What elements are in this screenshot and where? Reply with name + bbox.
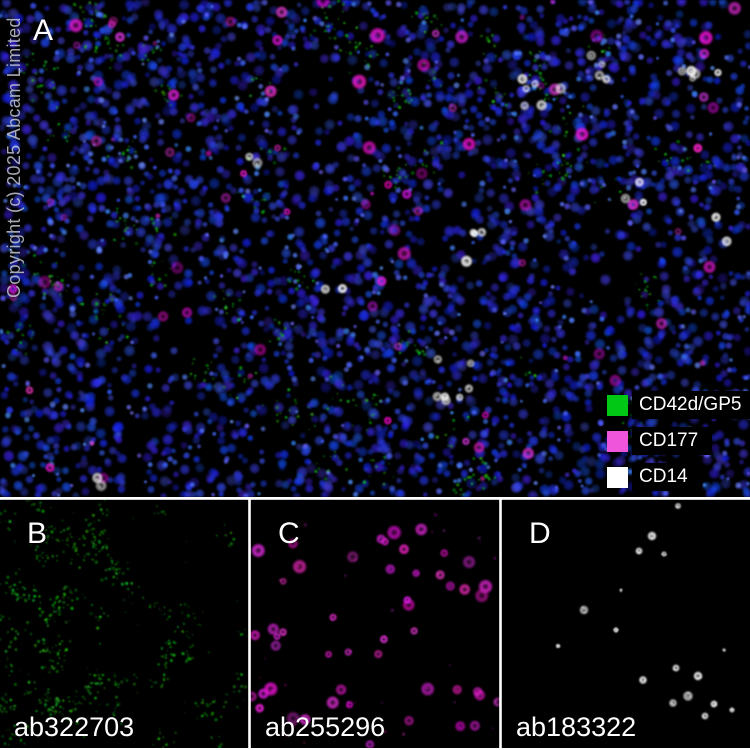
panel-b-green-micrograph	[0, 500, 248, 748]
legend-row-cd14: CD14	[607, 463, 750, 491]
sub-panel-row: B ab322703 C ab255296 D ab183322	[0, 500, 750, 750]
panel-c-magenta-micrograph	[251, 500, 499, 748]
panel-d-white-micrograph	[502, 500, 750, 748]
legend-row-cd42d: CD42d/GP5	[607, 391, 750, 419]
panel-b: B ab322703	[0, 500, 248, 748]
legend-swatch-cd42d	[607, 394, 628, 416]
panel-divider-horizontal	[0, 497, 750, 500]
legend-label-cd177: CD177	[632, 427, 713, 455]
panel-d-letter: D	[529, 517, 551, 550]
panel-b-letter: B	[27, 517, 48, 550]
panel-d: D ab183322	[502, 500, 750, 748]
panel-divider-vertical	[499, 500, 502, 750]
legend-swatch-cd177	[607, 430, 628, 452]
panel-a: A Copyright (c) 2025 Abcam Limited CD42d…	[0, 0, 750, 497]
copyright-text: Copyright (c) 2025 Abcam Limited	[4, 17, 24, 298]
panel-a-letter: A	[33, 14, 54, 47]
panel-c: C ab255296	[251, 500, 499, 748]
panel-d-catalog-number: ab183322	[516, 712, 637, 742]
panel-c-catalog-number: ab255296	[265, 712, 386, 742]
legend-label-cd42d: CD42d/GP5	[632, 391, 750, 419]
panel-c-letter: C	[278, 517, 300, 550]
legend-label-cd14: CD14	[632, 463, 702, 491]
stain-legend: CD42d/GP5 CD177 CD14	[607, 391, 750, 499]
legend-swatch-cd14	[607, 466, 628, 488]
legend-row-cd177: CD177	[607, 427, 750, 455]
panel-b-catalog-number: ab322703	[14, 712, 135, 742]
panel-divider-vertical	[248, 500, 251, 750]
figure-bottom-border	[0, 748, 750, 750]
